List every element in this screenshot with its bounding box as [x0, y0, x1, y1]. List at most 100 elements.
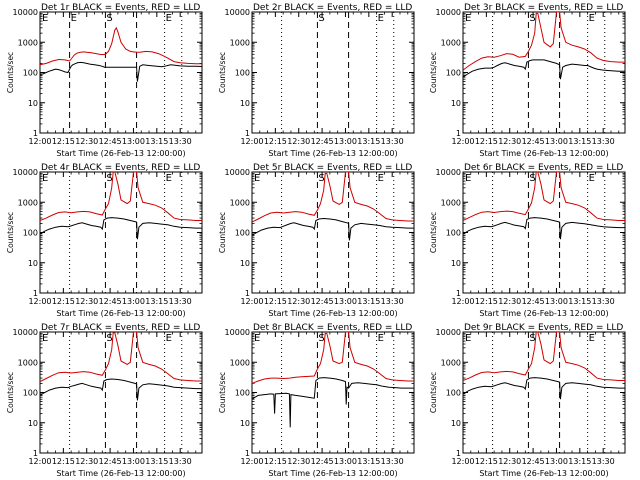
x-axis-label: Start Time (26-Feb-13 12:00:00) — [268, 469, 397, 478]
y-tick-label: 10 — [451, 419, 461, 428]
y-tick-label: 100 — [446, 229, 461, 238]
events-series-line — [40, 61, 202, 82]
y-tick-label: 1 — [245, 289, 250, 298]
x-axis-label: Start Time (26-Feb-13 12:00:00) — [56, 469, 185, 478]
plot-frame — [39, 11, 203, 134]
x-tick-label: 12:45 — [311, 297, 334, 306]
x-tick-label: 13:30 — [381, 137, 404, 146]
y-tick-label: 1 — [245, 449, 250, 458]
y-tick-label: 100 — [446, 69, 461, 78]
y-tick-label: 1000 — [441, 358, 461, 367]
event-marker-label: S — [529, 333, 535, 344]
x-tick-label: 12:00 — [451, 297, 474, 306]
chart-panel-4: Det 4r BLACK = Events, RED = LLD Counts/s… — [6, 163, 203, 318]
x-tick-label: 12:00 — [451, 457, 474, 466]
x-tick-label: 13:30 — [592, 297, 615, 306]
event-marker-label: E — [42, 333, 48, 344]
chart-title: Det 3r BLACK = Events, RED = LLD — [464, 3, 623, 13]
y-tick-label: 1000 — [18, 358, 38, 367]
chart-title: Det 8r BLACK = Events, RED = LLD — [253, 323, 412, 333]
x-tick-label: 12:00 — [28, 297, 51, 306]
x-tick-label: 13:00 — [545, 457, 568, 466]
y-axis-label: Counts/sec — [6, 212, 15, 253]
y-tick-label: 10 — [28, 259, 38, 268]
y-tick-label: 10000 — [436, 328, 461, 337]
event-marker-label: S — [318, 13, 324, 24]
y-tick-label: 10000 — [13, 328, 38, 337]
event-marker-label: S — [529, 173, 535, 184]
y-tick-label: 1000 — [230, 358, 250, 367]
x-tick-label: 13:15 — [568, 297, 591, 306]
y-tick-label: 1000 — [230, 38, 250, 47]
plot-frame — [39, 171, 203, 294]
x-tick-label: 12:45 — [311, 137, 334, 146]
x-tick-label: 12:15 — [264, 137, 287, 146]
event-marker-label: E — [378, 13, 384, 24]
y-axis-label: Counts/sec — [6, 52, 15, 93]
lld-series-line — [40, 172, 202, 221]
event-marker-label: E — [378, 173, 384, 184]
chart-title: Det 6r BLACK = Events, RED = LLD — [464, 163, 623, 173]
x-tick-label: 12:15 — [475, 137, 498, 146]
y-tick-label: 10000 — [225, 8, 250, 17]
plot-frame — [462, 171, 626, 294]
x-tick-label: 12:00 — [28, 137, 51, 146]
y-tick-label: 10000 — [13, 168, 38, 177]
x-tick-label: 13:15 — [568, 457, 591, 466]
x-tick-label: 12:00 — [240, 457, 263, 466]
x-axis-label: Start Time (26-Feb-13 12:00:00) — [56, 309, 185, 318]
x-tick-label: 13:15 — [145, 137, 168, 146]
y-tick-label: 10 — [451, 99, 461, 108]
y-axis-label: Counts/sec — [429, 212, 438, 253]
chart-title: Det 1r BLACK = Events, RED = LLD — [41, 3, 200, 13]
event-marker-label: S — [318, 333, 324, 344]
lld-series-line — [463, 332, 625, 381]
x-tick-label: 13:15 — [145, 297, 168, 306]
chart-panel-6: Det 6r BLACK = Events, RED = LLD Counts/s… — [429, 163, 626, 318]
x-tick-label: 12:15 — [475, 297, 498, 306]
x-tick-label: 12:15 — [52, 297, 75, 306]
event-marker-label: E — [254, 333, 260, 344]
event-marker-label: E — [465, 13, 471, 24]
y-tick-label: 1 — [456, 129, 461, 138]
x-tick-label: 12:45 — [311, 457, 334, 466]
x-tick-label: 12:15 — [264, 297, 287, 306]
plot-frame — [39, 331, 203, 454]
y-tick-label: 10 — [28, 419, 38, 428]
x-tick-label: 13:15 — [357, 297, 380, 306]
event-marker-label: E — [71, 13, 77, 24]
events-series-line — [40, 378, 202, 401]
events-series-line — [252, 217, 414, 241]
x-tick-label: 13:30 — [169, 457, 192, 466]
x-tick-label: 13:00 — [334, 137, 357, 146]
y-tick-label: 1 — [33, 289, 38, 298]
x-tick-label: 12:00 — [240, 297, 263, 306]
x-tick-label: 12:45 — [99, 137, 122, 146]
chart-panel-2: Det 2r BLACK = Events, RED = LLD Counts/s… — [218, 3, 415, 158]
chart-title: Det 5r BLACK = Events, RED = LLD — [253, 163, 412, 173]
event-marker-label: E — [465, 173, 471, 184]
event-marker-label: E — [254, 173, 260, 184]
y-axis-label: Counts/sec — [218, 372, 227, 413]
x-tick-label: 12:30 — [287, 137, 310, 146]
x-tick-label: 13:30 — [381, 457, 404, 466]
lld-series-line — [463, 172, 625, 221]
x-tick-label: 12:00 — [451, 137, 474, 146]
chart-title: Det 4r BLACK = Events, RED = LLD — [41, 163, 200, 173]
x-tick-label: 12:45 — [99, 457, 122, 466]
x-tick-label: 12:30 — [75, 457, 98, 466]
events-series-line — [463, 377, 625, 400]
y-tick-label: 1 — [33, 449, 38, 458]
y-tick-label: 1000 — [230, 198, 250, 207]
y-tick-label: 100 — [235, 69, 250, 78]
plot-frame — [462, 11, 626, 134]
chart-panel-8: Det 8r BLACK = Events, RED = LLD Counts/s… — [218, 323, 415, 478]
x-tick-label: 12:45 — [522, 457, 545, 466]
lld-series-line — [252, 332, 414, 384]
y-tick-label: 1 — [33, 129, 38, 138]
event-marker-label: E — [166, 333, 172, 344]
events-series-line — [463, 59, 625, 80]
event-marker-label: E — [42, 173, 48, 184]
event-marker-label: S — [106, 13, 112, 24]
